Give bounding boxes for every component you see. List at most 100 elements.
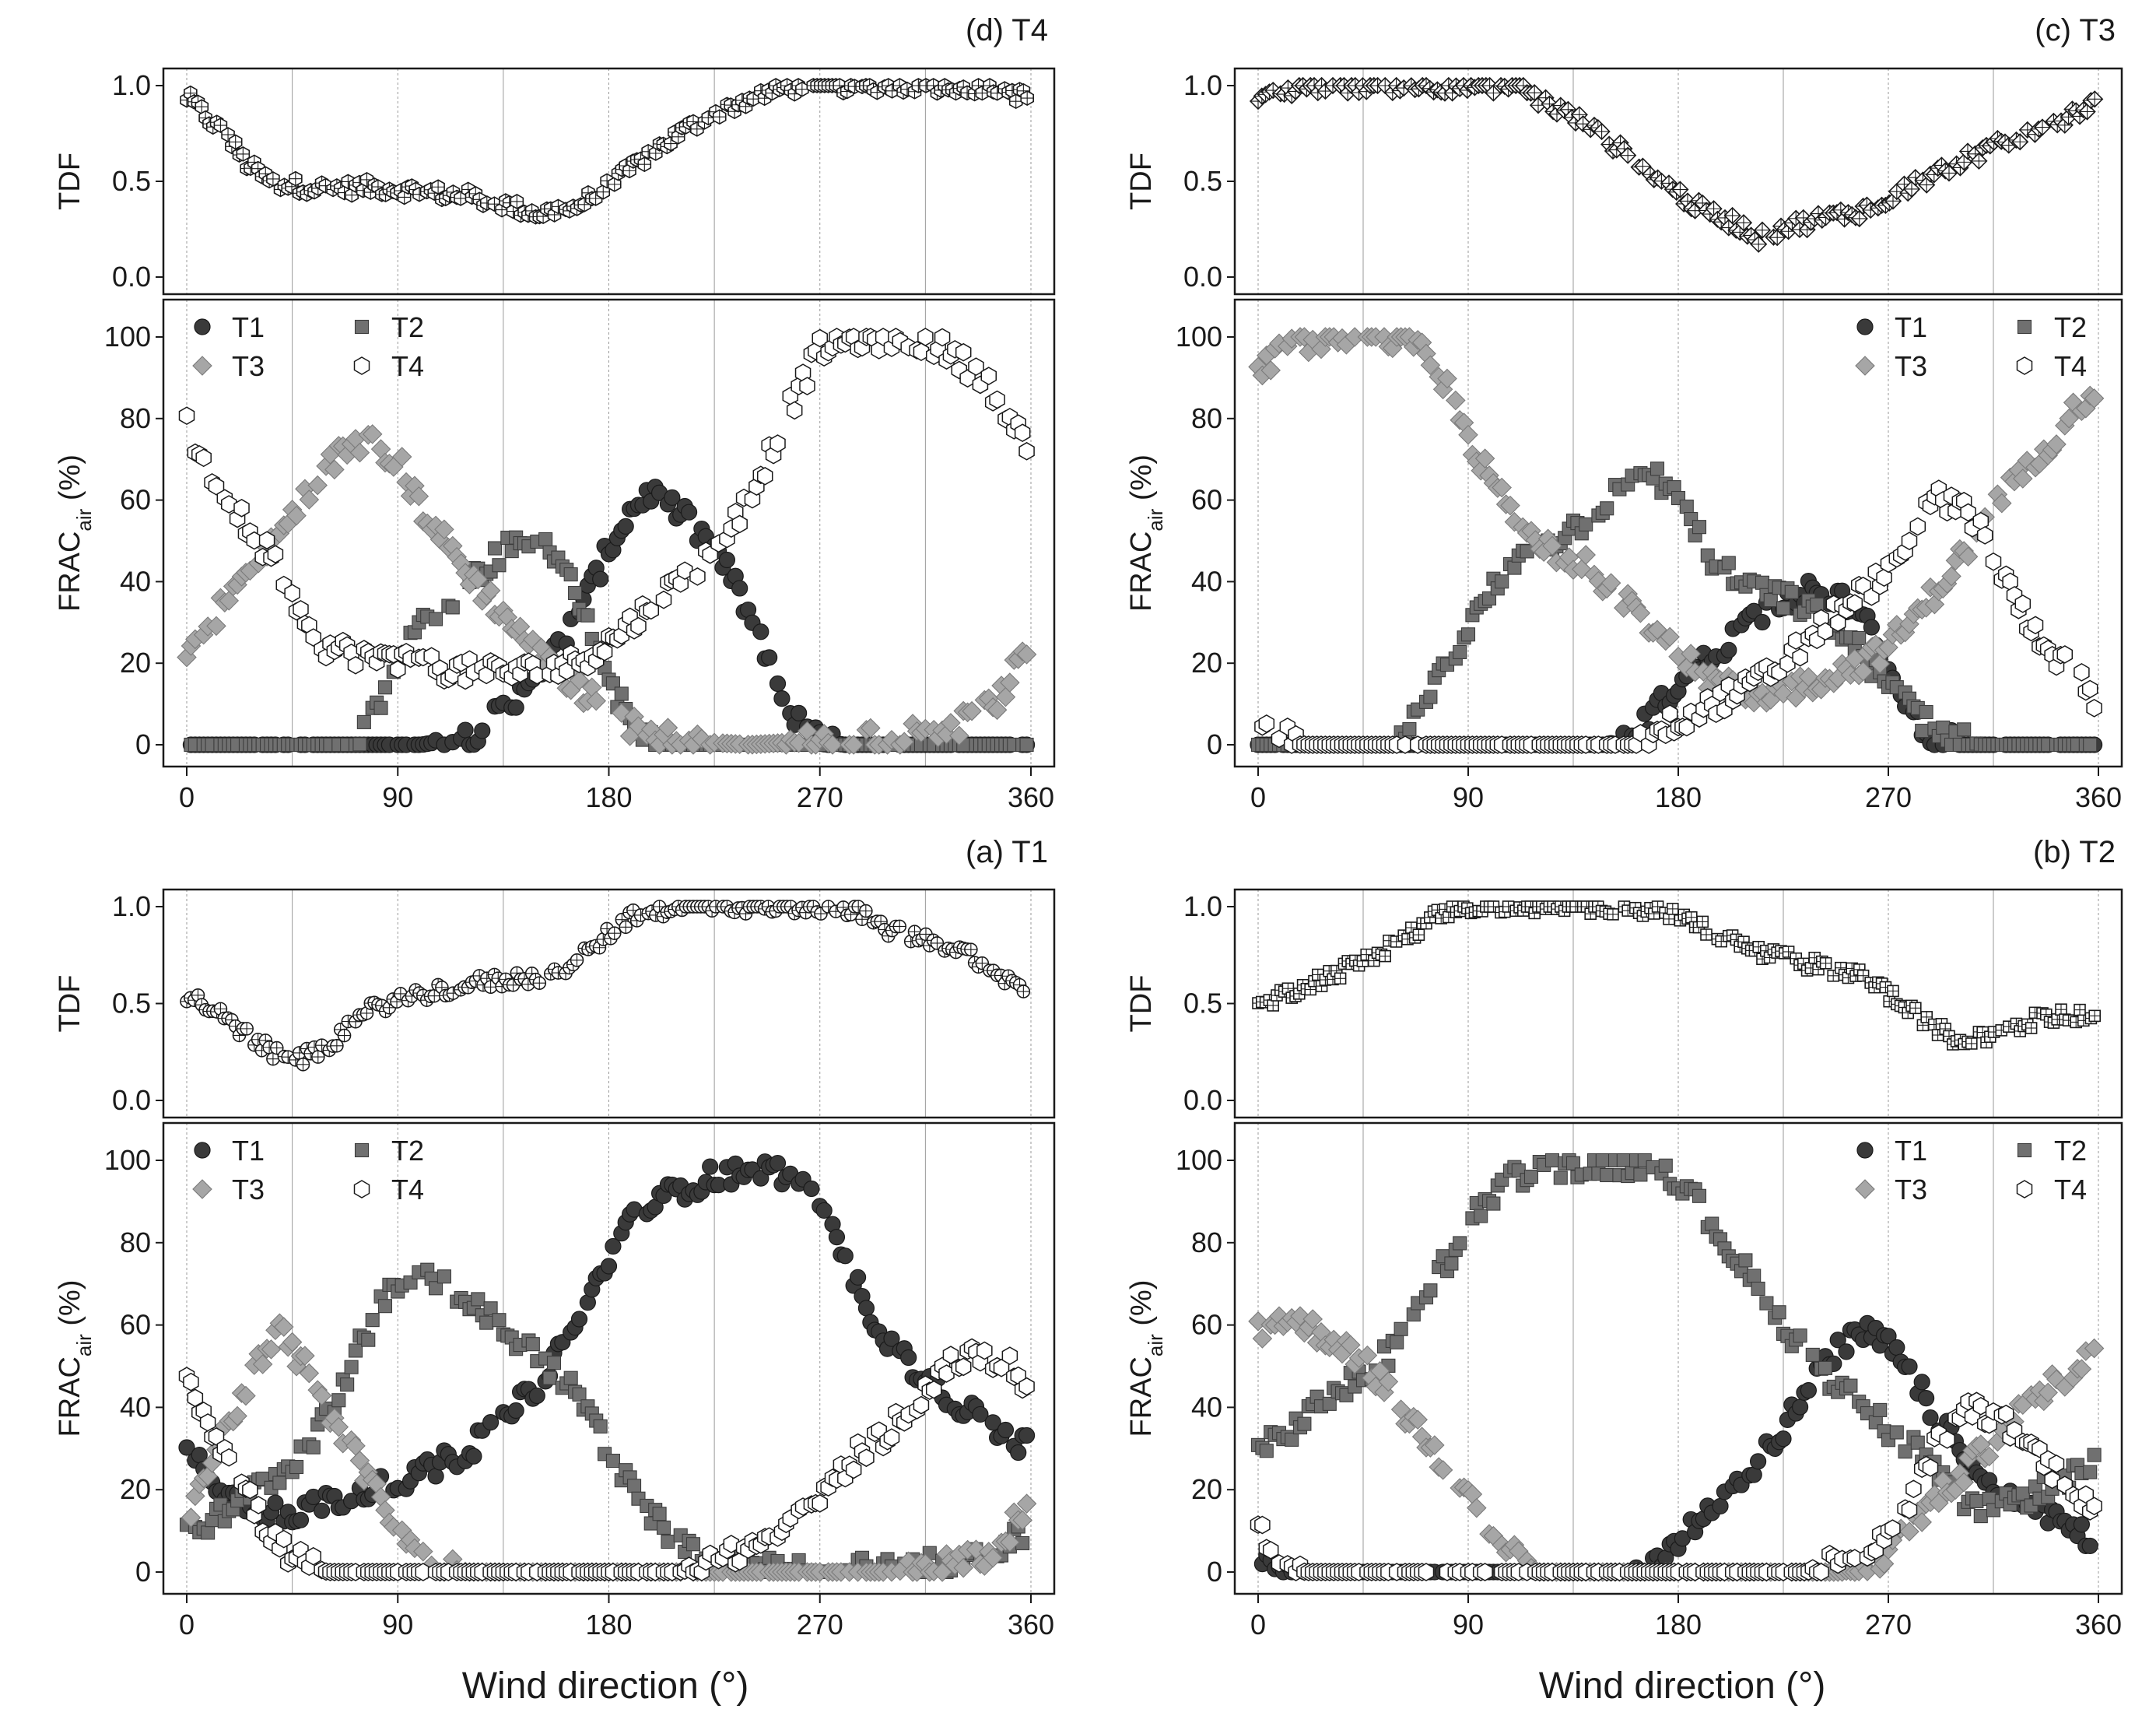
legend-marker-t3 xyxy=(1855,356,1875,376)
tdf-ytick-label: 0.5 xyxy=(1183,988,1222,1019)
frac-point-t2 xyxy=(340,1377,355,1392)
tdf-subplot: 0.0 0.5 1.0 TDF xyxy=(1125,67,2123,296)
x-tick-label: 0 xyxy=(179,781,195,813)
legend-label-t3: T3 xyxy=(232,1174,265,1205)
frac-point-t2 xyxy=(546,1356,562,1370)
frac-point-t2 xyxy=(1474,1209,1488,1223)
frac-point-t4 xyxy=(955,342,972,362)
x-tick-label: 0 xyxy=(1250,781,1266,813)
frac-point-t4 xyxy=(242,1480,258,1500)
frac-point-t2 xyxy=(1394,1321,1408,1336)
tdf-point xyxy=(712,109,727,125)
series-t4 xyxy=(178,328,1035,690)
frac-point-t2 xyxy=(272,1476,287,1490)
tdf-points xyxy=(1250,77,2103,253)
frac-ylabel-unit: (%) xyxy=(1125,454,1158,509)
x-tick-label: 270 xyxy=(1865,781,1912,813)
frac-ytick-label: 0 xyxy=(1207,728,1222,760)
panel-a: (a) T1 0.0 0.5 1.0 TDF 0 20 40 60 80 100 0 90 180 270 3… xyxy=(54,835,1056,1641)
x-tick-label: 180 xyxy=(585,1609,632,1641)
panel-title: (b) T2 xyxy=(2033,835,2116,869)
frac-point-t2 xyxy=(1755,575,1770,590)
legend: T1 T2 T3 T4 xyxy=(1855,1135,2087,1205)
x-tick-label: 270 xyxy=(1865,1609,1912,1641)
frac-point-t4 xyxy=(913,1395,930,1415)
legend-marker-t2 xyxy=(2017,319,2032,335)
frac-point-t1 xyxy=(617,518,634,535)
frac-point-t4 xyxy=(1014,423,1031,442)
tdf-ytick-label: 0.0 xyxy=(112,261,151,293)
frac-point-t2 xyxy=(352,737,367,752)
frac-ylabel: FRACair (%) xyxy=(1125,454,1167,612)
frac-ytick-label: 60 xyxy=(1191,484,1222,516)
legend-marker-t3 xyxy=(192,1179,212,1199)
frac-point-t2 xyxy=(652,1507,667,1521)
frac-point-t2 xyxy=(542,1370,557,1385)
frac-point-t2 xyxy=(487,541,503,556)
frac-ytick-label: 20 xyxy=(1191,1473,1222,1505)
tdf-point xyxy=(1700,928,1713,941)
frac-point-t1 xyxy=(769,675,787,693)
frac-point-t2 xyxy=(1818,1360,1833,1375)
frac-point-t2 xyxy=(1402,721,1417,737)
frac-ytick-label: 60 xyxy=(120,484,151,516)
frac-point-t4 xyxy=(812,1494,828,1513)
frac-ytick-label: 40 xyxy=(120,565,151,597)
tdf-ylabel: TDF xyxy=(1125,975,1158,1033)
frac-point-t2 xyxy=(1259,1444,1274,1458)
frac-point-t1 xyxy=(427,1468,444,1485)
x-axis-title-left: Wind direction (°) xyxy=(462,1665,749,1707)
frac-ylabel: FRACair (%) xyxy=(54,454,96,612)
frac-point-t2 xyxy=(365,1313,380,1328)
frac-point-t2 xyxy=(1285,1432,1299,1447)
frac-point-t3 xyxy=(1446,390,1466,411)
frac-point-t1 xyxy=(773,690,791,707)
frac-ylabel-unit: (%) xyxy=(1125,1279,1158,1334)
frac-point-t2 xyxy=(563,1370,578,1385)
frac-ytick-label: 0 xyxy=(135,728,151,760)
frac-ytick-label: 60 xyxy=(1191,1309,1222,1341)
frac-point-t1 xyxy=(482,1414,500,1431)
tdf-point xyxy=(1016,984,1031,998)
tdf-ytick-label: 0.0 xyxy=(1183,1084,1222,1116)
tdf-point xyxy=(1607,908,1619,921)
frac-point-t4 xyxy=(630,616,647,636)
frac-point-t2 xyxy=(563,567,578,582)
frac-point-t4 xyxy=(2056,645,2074,664)
frac-point-t2 xyxy=(1600,501,1614,516)
frac-point-t1 xyxy=(836,1248,854,1265)
frac-point-t4 xyxy=(655,590,672,609)
frac-point-t2 xyxy=(568,585,583,601)
frac-point-t1 xyxy=(761,649,778,666)
frac-point-t2 xyxy=(685,1537,701,1552)
tdf-point xyxy=(619,920,633,935)
tdf-points xyxy=(180,900,1031,1072)
frac-ylabel: FRACair (%) xyxy=(54,1279,96,1437)
frac-point-t2 xyxy=(492,558,507,573)
tdf-point xyxy=(1379,949,1391,963)
frac-point-t2 xyxy=(1784,584,1799,599)
legend-label-t2: T2 xyxy=(391,311,424,343)
tdf-subplot: 0.0 0.5 1.0 TDF xyxy=(1125,888,2123,1119)
frac-point-t2 xyxy=(479,1315,494,1330)
legend-marker-t1 xyxy=(194,1142,211,1159)
frac-point-t1 xyxy=(1775,1430,1792,1448)
frac-point-t2 xyxy=(1957,722,1972,737)
frac-point-t2 xyxy=(471,1292,486,1307)
frac-point-t2 xyxy=(1579,517,1593,532)
frac-point-t4 xyxy=(284,584,300,602)
legend-marker-t3 xyxy=(192,356,212,376)
frac-point-t1 xyxy=(2081,1537,2098,1555)
frac-point-t1 xyxy=(1792,1398,1809,1416)
frac-point-t1 xyxy=(507,699,524,716)
tdf-point xyxy=(236,146,251,162)
frac-point-t2 xyxy=(373,700,388,715)
panel-title: (d) T4 xyxy=(966,13,1048,47)
panel-b: (b) T2 0.0 0.5 1.0 TDF 0 20 40 60 80 100 0 90 180 270 3… xyxy=(1125,835,2123,1641)
frac-point-t4 xyxy=(2081,679,2098,699)
legend-marker-t4 xyxy=(2016,1180,2033,1198)
tdf-ytick-label: 1.0 xyxy=(112,890,151,922)
frac-point-t4 xyxy=(2014,595,2032,613)
frac-point-t2 xyxy=(1805,1347,1820,1362)
